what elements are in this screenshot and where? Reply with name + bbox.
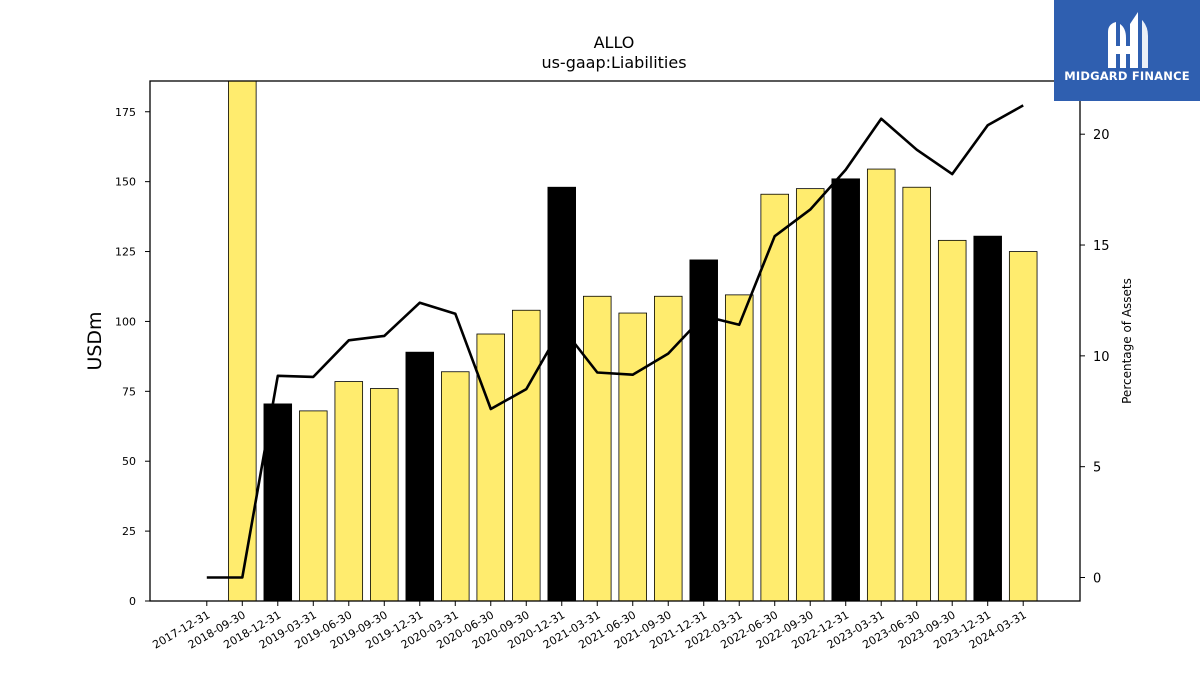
bar-2019-09-30 <box>370 388 399 602</box>
bar-2021-12-31 <box>689 259 718 602</box>
y2-tick-label: 20 <box>1093 128 1110 143</box>
y2-tick-label: 5 <box>1093 461 1101 476</box>
brand-logo: MIDGARD FINANCE <box>1054 0 1200 101</box>
bar-2019-06-30 <box>334 381 364 602</box>
bar-2023-12-31 <box>973 235 1002 602</box>
y-tick-label: 0 <box>129 595 136 608</box>
bar-2020-03-31 <box>441 371 470 602</box>
bar-2021-03-31 <box>583 295 612 602</box>
bar-2022-09-30 <box>795 188 825 602</box>
chart-subtitle: us-gaap:Liabilities <box>541 53 686 72</box>
y2-tick-label: 10 <box>1093 350 1110 365</box>
bar-2021-06-30 <box>618 312 647 602</box>
bar-series <box>228 80 1038 602</box>
bar-2020-06-30 <box>476 333 506 602</box>
y-tick-label: 175 <box>115 106 136 119</box>
chart-title: ALLO <box>594 33 635 52</box>
line-series <box>206 104 1024 579</box>
bar-2019-03-31 <box>299 410 328 602</box>
bar-2023-03-31 <box>866 168 896 602</box>
y-tick-label: 50 <box>122 455 136 468</box>
y-axis-label: USDm <box>84 311 106 370</box>
plot-frame <box>149 80 1081 602</box>
y2-tick-label: 0 <box>1093 572 1101 587</box>
bar-2024-03-31 <box>1008 251 1038 602</box>
y-tick-label: 75 <box>122 385 136 398</box>
y-tick-label: 125 <box>115 246 136 259</box>
percentage-line <box>206 104 1024 579</box>
brand-name: MIDGARD FINANCE <box>1064 69 1190 83</box>
bar-2020-09-30 <box>512 309 541 602</box>
bar-2023-09-30 <box>937 239 967 602</box>
y-tick-label: 100 <box>115 315 136 328</box>
bar-2019-12-31 <box>405 351 435 602</box>
y-tick-label: 25 <box>122 525 136 538</box>
bar-2018-09-30 <box>228 80 257 602</box>
y2-tick-label: 15 <box>1093 239 1110 254</box>
y-tick-label: 150 <box>115 176 136 189</box>
y2-axis-label: Percentage of Assets <box>1120 278 1134 404</box>
bar-2022-06-30 <box>760 193 789 602</box>
bar-2018-12-31 <box>263 403 293 602</box>
bar-2022-12-31 <box>831 178 860 602</box>
bar-2020-12-31 <box>547 186 576 602</box>
bar-2022-03-31 <box>724 294 754 602</box>
bar-2023-06-30 <box>902 186 931 602</box>
midgard-m-logo-icon <box>1108 12 1148 68</box>
